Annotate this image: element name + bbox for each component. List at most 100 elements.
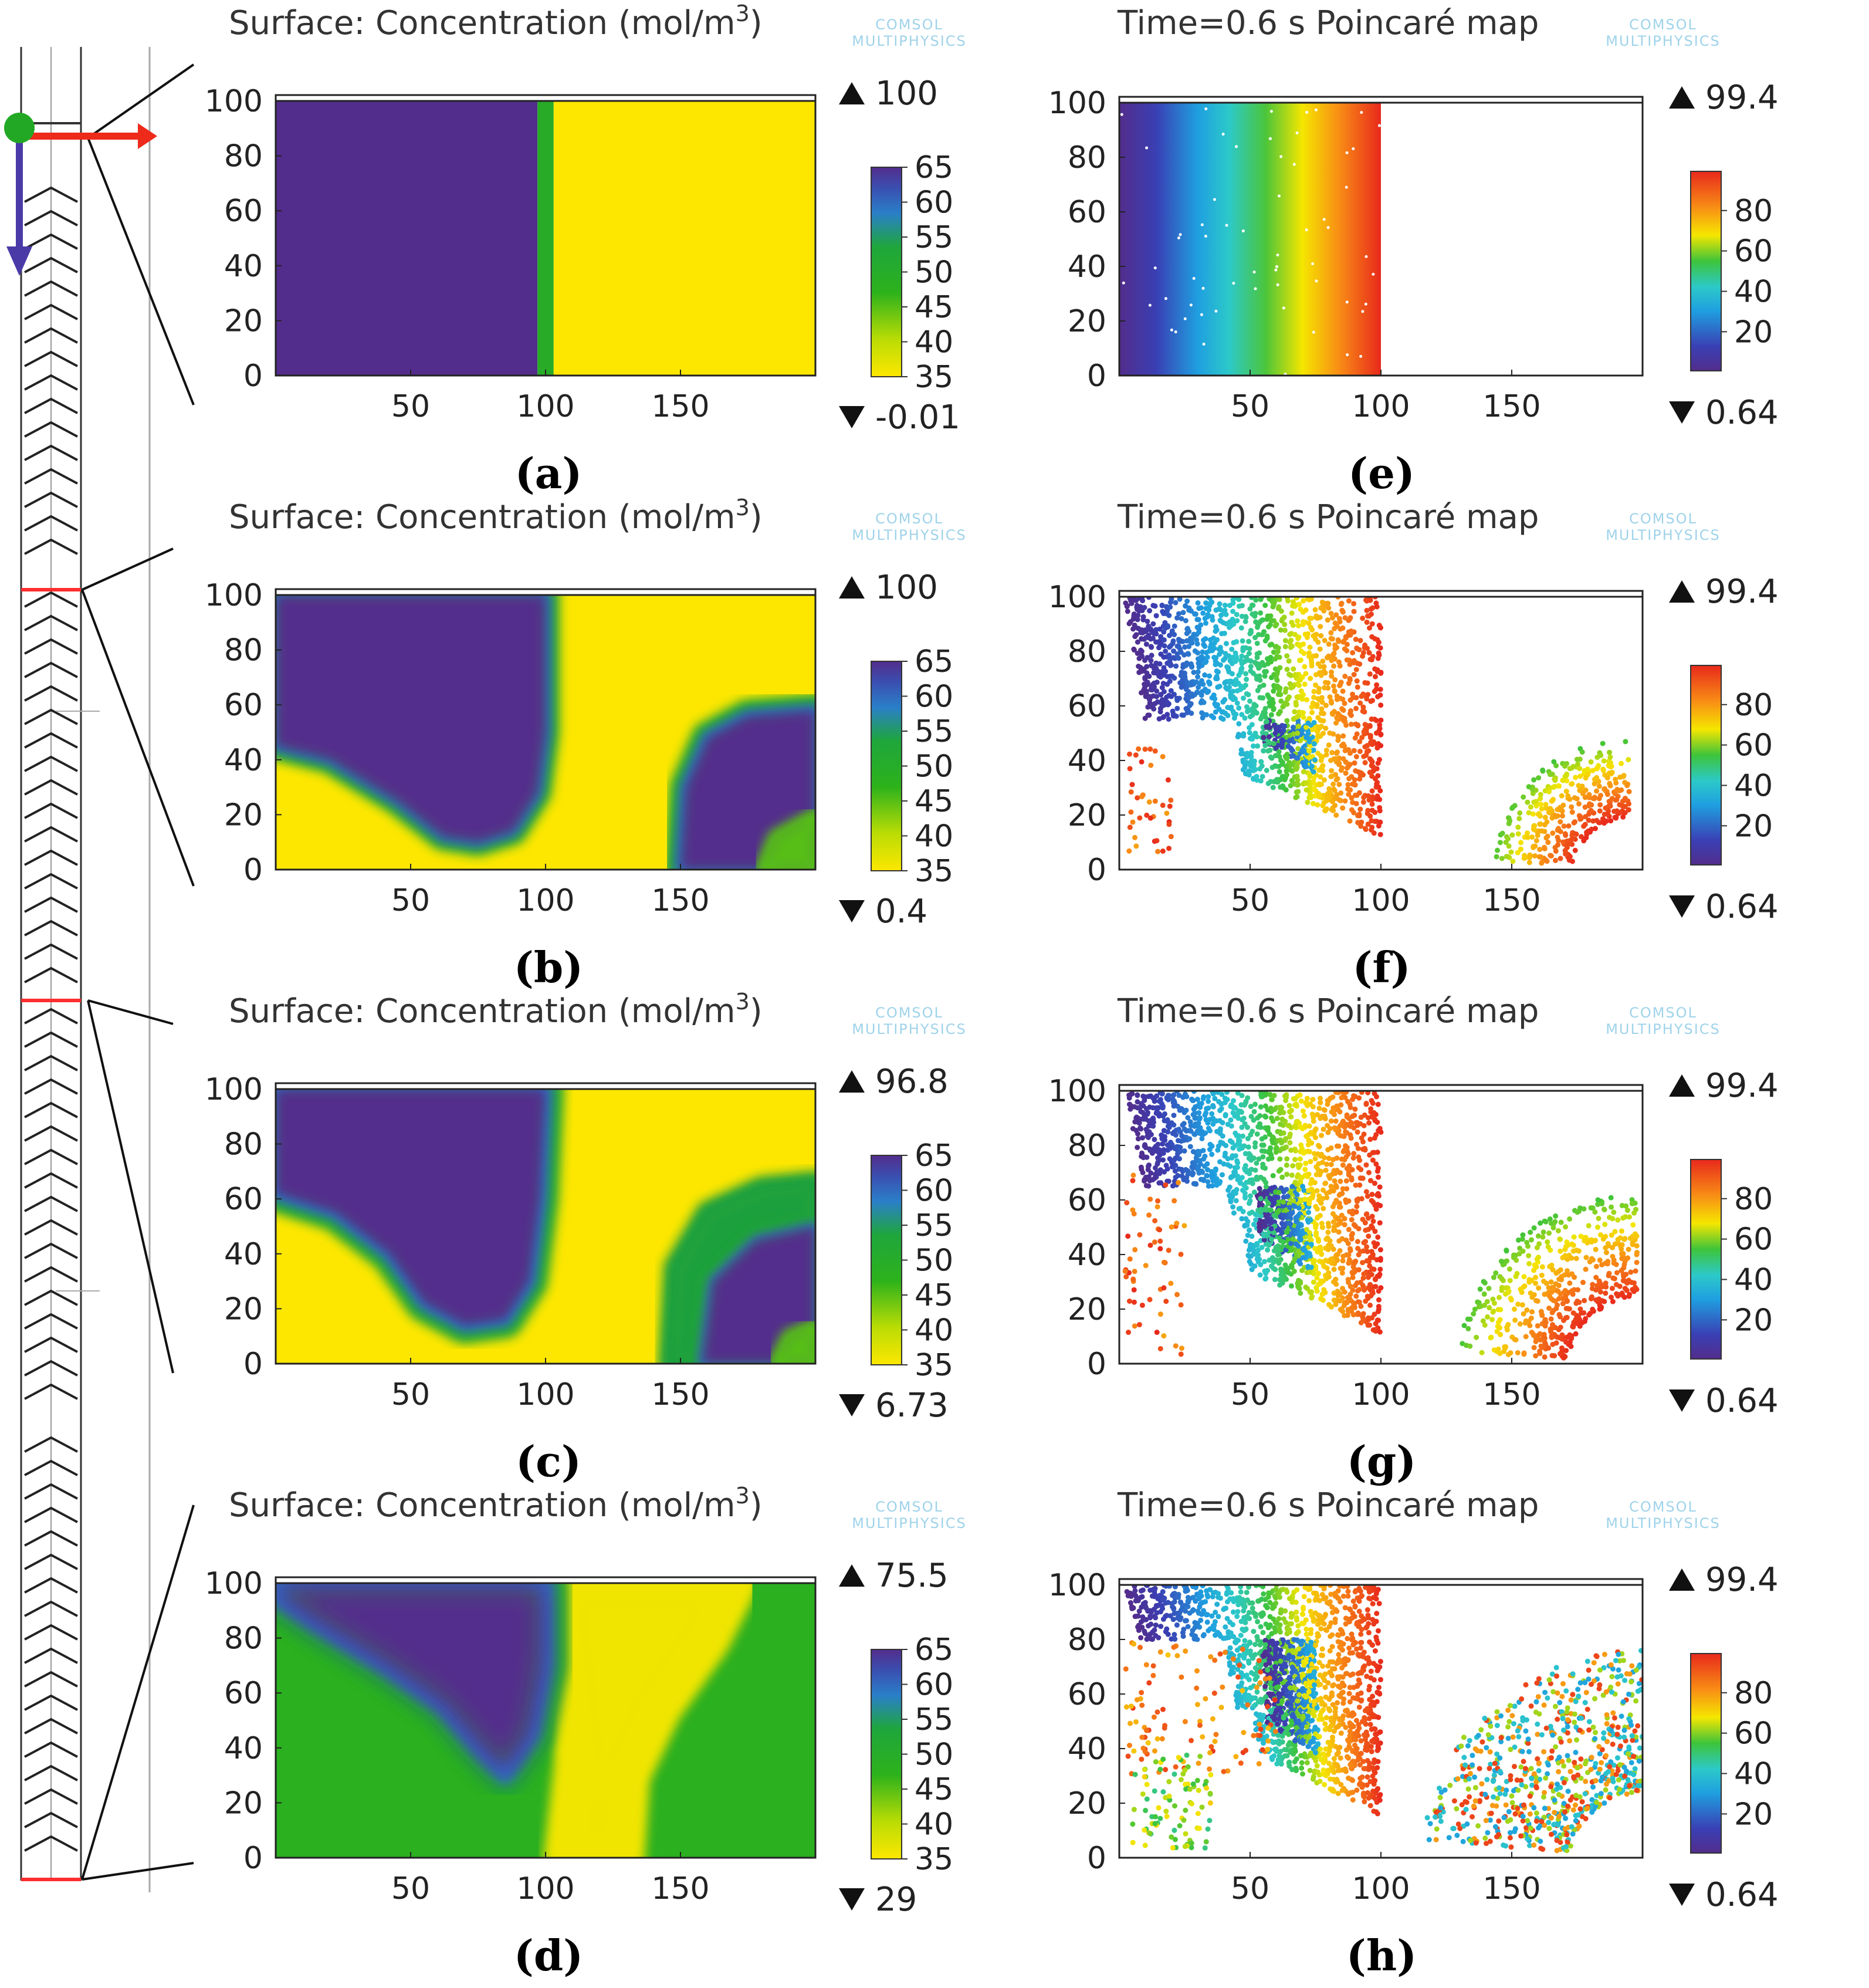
scatter-point-f-673	[1222, 603, 1228, 608]
scatter-point-f-1449	[1261, 709, 1267, 715]
scatter-point-g-1752	[1281, 1189, 1286, 1195]
scatter-point-f-sp-11	[1130, 819, 1136, 825]
chevron-groove-48	[24, 1360, 78, 1377]
scatter-point-f-144	[1330, 683, 1336, 689]
x-tick-label-f-2: 150	[1482, 883, 1540, 918]
scatter-point-g-arc-392	[1598, 1232, 1604, 1238]
scatter-point-f-1627	[1303, 780, 1309, 786]
scatter-point-f-arc-324	[1543, 805, 1549, 811]
scatter-point-g-1292	[1259, 1245, 1265, 1250]
scatter-point-g-1652	[1166, 1124, 1172, 1130]
scatter-point-f-1218	[1302, 681, 1308, 687]
scatter-point-f-1428	[1158, 651, 1164, 657]
scatter-point-f-995	[1233, 682, 1238, 688]
scatter-point-g-arc-464	[1523, 1318, 1529, 1324]
scatter-point-f-370	[1195, 669, 1201, 675]
scatter-point-f-sp-38	[1139, 794, 1145, 800]
scatter-point-f-arc-272	[1531, 823, 1537, 829]
scatter-point-g-arc-391	[1545, 1239, 1550, 1245]
scatter-point-f-1624	[1340, 639, 1346, 645]
scatter-point-g-arc-466	[1624, 1208, 1630, 1213]
scatter-point-f-1490	[1316, 794, 1322, 800]
scatter-gap-e-4	[1345, 300, 1349, 304]
scatter-point-f-1245	[1329, 768, 1335, 773]
scatter-point-f-arc-351	[1573, 831, 1579, 837]
scatter-point-f-1411	[1303, 787, 1309, 793]
scatter-point-f-1106	[1292, 631, 1298, 637]
scatter-point-g-1496	[1261, 1237, 1267, 1243]
chevron-groove-17	[24, 614, 78, 631]
title-main-d: Surface: Concentration (mol/m	[229, 1486, 736, 1524]
scatter-point-g-1477	[1192, 1110, 1198, 1116]
scatter-point-f-441	[1131, 646, 1137, 652]
scatter-point-f-arc-179	[1529, 834, 1535, 840]
scatter-point-g-633	[1343, 1197, 1349, 1203]
scatter-point-g-1113	[1265, 1156, 1271, 1162]
scatter-point-g-1424	[1299, 1175, 1305, 1181]
scatter-point-f-772	[1327, 694, 1333, 700]
scatter-point-f-1500	[1276, 711, 1282, 717]
scatter-band-e	[1119, 103, 1381, 376]
scatter-point-f-1220	[1145, 655, 1150, 661]
scatter-point-g-sp-54	[1173, 1343, 1179, 1349]
scatter-point-f-298	[1252, 635, 1258, 641]
y-tick-label-f-3: 60	[1068, 689, 1106, 724]
scatter-point-g-arc-412	[1603, 1280, 1609, 1286]
scatter-point-g-311	[1209, 1151, 1215, 1157]
scatter-point-g-1566	[1153, 1147, 1159, 1153]
scatter-point-g-arc-406	[1567, 1332, 1573, 1338]
scatter-point-g-arc-509	[1511, 1255, 1516, 1260]
scatter-point-g-965	[1210, 1104, 1216, 1110]
scatter-point-g-569	[1274, 1115, 1280, 1121]
scatter-point-f-410	[1236, 603, 1242, 609]
scatter-point-g-443	[1254, 1131, 1260, 1137]
scatter-point-g-399	[1321, 1206, 1326, 1212]
scatter-point-g-arc-468	[1495, 1346, 1501, 1352]
scatter-point-f-266	[1357, 748, 1363, 754]
scatter-point-g-1008	[1283, 1136, 1289, 1142]
scatter-point-f-arc-251	[1583, 775, 1589, 781]
scatter-point-f-1611	[1235, 734, 1241, 740]
scatter-point-f-1591	[1344, 657, 1350, 663]
scatter-point-g-arc-326	[1539, 1344, 1545, 1350]
colorbar-label-c-5: 40	[915, 1313, 953, 1348]
scatter-point-g-arc-215	[1567, 1280, 1573, 1286]
scatter-point-g-arc-430	[1592, 1238, 1598, 1243]
scatter-point-g-1679	[1258, 1213, 1264, 1219]
scatter-point-g-371	[1251, 1189, 1257, 1195]
colorbar-label-a-2: 55	[915, 220, 953, 255]
scatter-point-f-arc-19	[1525, 799, 1531, 805]
scatter-point-g-1604	[1325, 1098, 1330, 1104]
scatter-point-f-1027	[1367, 735, 1373, 741]
scatter-point-g-sp-43	[1157, 1345, 1163, 1351]
scatter-point-g-1761	[1236, 1206, 1242, 1212]
scatter-point-f-581	[1250, 603, 1256, 608]
scatter-point-g-70	[1344, 1186, 1350, 1192]
scatter-point-g-1716	[1316, 1105, 1322, 1111]
scatter-point-g-1659	[1308, 1265, 1314, 1270]
x-tick-label-b-1: 100	[516, 883, 574, 918]
scatter-point-f-1579	[1254, 673, 1259, 679]
scatter-point-f-1658	[1315, 802, 1321, 808]
scatter-point-f-852	[1357, 638, 1363, 644]
scatter-point-g-228	[1319, 1220, 1325, 1226]
scatter-point-f-1638	[1290, 599, 1296, 604]
scatter-point-g-1450	[1249, 1209, 1255, 1215]
min-triangle-icon-a	[839, 406, 865, 428]
chevron-groove-54	[24, 1530, 78, 1547]
scatter-point-g-arc-422	[1621, 1236, 1627, 1242]
scatter-point-g-946	[1377, 1184, 1383, 1190]
chevron-groove-50	[24, 1436, 78, 1453]
colorbar-label-a-4: 45	[915, 290, 953, 325]
scatter-point-f-1122	[1311, 719, 1317, 725]
colorbar-label-c-0: 65	[915, 1138, 953, 1174]
scatter-point-g-1176	[1257, 1186, 1262, 1192]
scatter-point-f-1646	[1243, 614, 1249, 620]
scatter-point-f-1692	[1367, 723, 1373, 729]
scatter-point-g-1539	[1140, 1110, 1146, 1115]
scatter-point-f-arc-285	[1543, 857, 1549, 863]
scatter-point-g-1751	[1248, 1242, 1254, 1247]
scatter-point-g-1671	[1350, 1211, 1356, 1217]
scatter-point-g-812	[1319, 1113, 1325, 1119]
scatter-point-f-1698	[1255, 661, 1261, 667]
